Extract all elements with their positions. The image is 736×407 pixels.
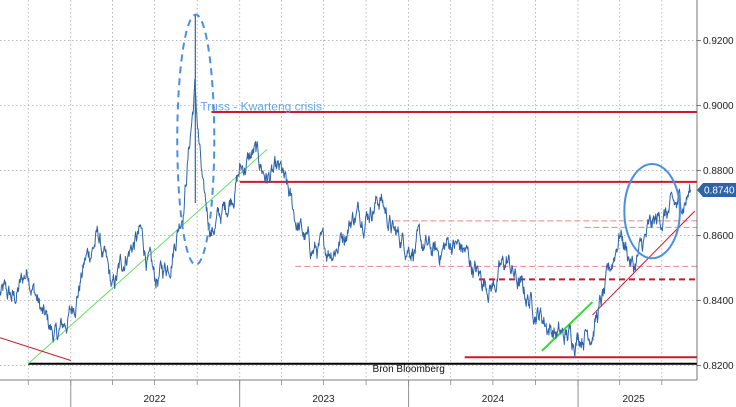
plot-background (0, 0, 697, 380)
y-tick-label: 0.8200 (703, 361, 734, 372)
series-line (0, 79, 691, 358)
y-tick-label: 0.8600 (703, 231, 734, 242)
grid (0, 0, 697, 380)
x-year-label: 2024 (482, 394, 505, 405)
x-year-label: 2023 (312, 394, 335, 405)
source-annotation: Bron Bloomberg (373, 364, 445, 375)
x-year-label: 2022 (143, 394, 166, 405)
x-year-label: 2025 (622, 394, 645, 405)
last-value-tag: 0.8740 (697, 183, 736, 197)
support-resistance-lines (28, 111, 697, 365)
y-tick-label: 0.9200 (703, 36, 734, 47)
price-series (0, 14, 691, 358)
x-axis: 2022 2023 2024 2025 (0, 379, 697, 407)
highlight-ellipses (176, 13, 681, 266)
highlight-ellipse (623, 163, 681, 260)
y-tick-label: 0.8400 (703, 296, 734, 307)
trendline (0, 337, 71, 361)
y-tick-label: 0.9000 (703, 101, 734, 112)
last-value-tag-shape (697, 183, 736, 197)
trendline (541, 301, 594, 352)
last-value-label: 0.8740 (704, 186, 735, 197)
crisis-annotation: Truss - Kwarteng crisis (200, 99, 322, 113)
y-tick-label: 0.8800 (703, 166, 734, 177)
highlight-ellipse (176, 13, 216, 266)
annotations: Truss - Kwarteng crisis Bron Bloomberg (200, 99, 444, 375)
